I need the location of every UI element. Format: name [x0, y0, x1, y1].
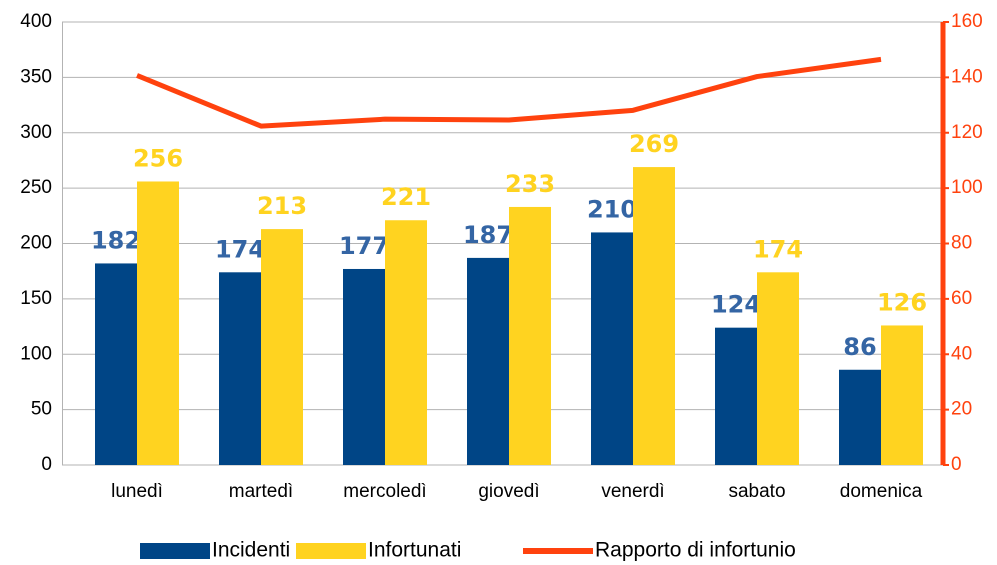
data-label: 187 [463, 221, 513, 249]
bar [467, 257, 509, 465]
y-tick-label: 250 [20, 177, 52, 198]
y-tick-label: 50 [31, 399, 52, 420]
y-tick-label: 350 [20, 66, 52, 87]
y2-tick-label: 120 [951, 122, 983, 143]
x-tick-label: giovedì [478, 481, 539, 502]
x-tick-label: sabato [728, 481, 785, 502]
y2-tick-label: 20 [951, 399, 972, 420]
bar [881, 325, 923, 465]
bar [137, 181, 179, 466]
data-label: 177 [339, 232, 389, 260]
bar [757, 272, 799, 465]
bar [219, 272, 261, 465]
bar [343, 268, 385, 465]
bar [95, 263, 137, 465]
data-label: 210 [587, 195, 637, 223]
bar [591, 232, 633, 465]
x-tick-label: martedì [229, 481, 293, 502]
y-tick-label: 200 [20, 233, 52, 254]
legend-label: Rapporto di infortunio [595, 539, 796, 562]
data-label: 182 [91, 226, 141, 254]
y-tick-label: 150 [20, 288, 52, 309]
data-label: 213 [257, 192, 307, 220]
data-label: 86 [843, 333, 876, 361]
data-label: 124 [711, 291, 761, 319]
legend-label: Infortunati [368, 539, 461, 562]
y2-tick-label: 160 [951, 11, 983, 32]
bar [261, 229, 303, 465]
data-label: 221 [381, 183, 431, 211]
y-tick-label: 100 [20, 343, 52, 364]
y2-tick-label: 0 [951, 454, 962, 475]
legend-label: Incidenti [212, 539, 290, 562]
y-tick-label: 0 [41, 454, 52, 475]
data-label: 174 [753, 235, 803, 263]
y2-tick-label: 60 [951, 288, 972, 309]
y2-tick-label: 40 [951, 343, 972, 364]
bar [385, 220, 427, 465]
bar [715, 327, 757, 465]
y2-tick-label: 100 [951, 177, 983, 198]
y-tick-label: 400 [20, 11, 52, 32]
legend-swatch [296, 543, 366, 559]
data-label: 174 [215, 235, 265, 263]
x-tick-label: lunedì [111, 481, 163, 502]
x-tick-label: domenica [840, 481, 923, 502]
y2-tick-label: 140 [951, 66, 983, 87]
line [136, 56, 882, 129]
data-label: 269 [629, 130, 679, 158]
legend-swatch [140, 543, 210, 559]
data-label: 126 [877, 288, 927, 316]
bar [509, 206, 551, 465]
data-label: 233 [505, 170, 555, 198]
x-tick-label: venerdì [601, 481, 664, 502]
data-label: 256 [133, 144, 183, 172]
y-tick-label: 300 [20, 122, 52, 143]
bar [839, 369, 881, 465]
y2-tick-label: 80 [951, 233, 972, 254]
x-tick-label: mercoledì [343, 481, 426, 502]
legend-swatch [523, 548, 593, 554]
bar [633, 167, 675, 465]
